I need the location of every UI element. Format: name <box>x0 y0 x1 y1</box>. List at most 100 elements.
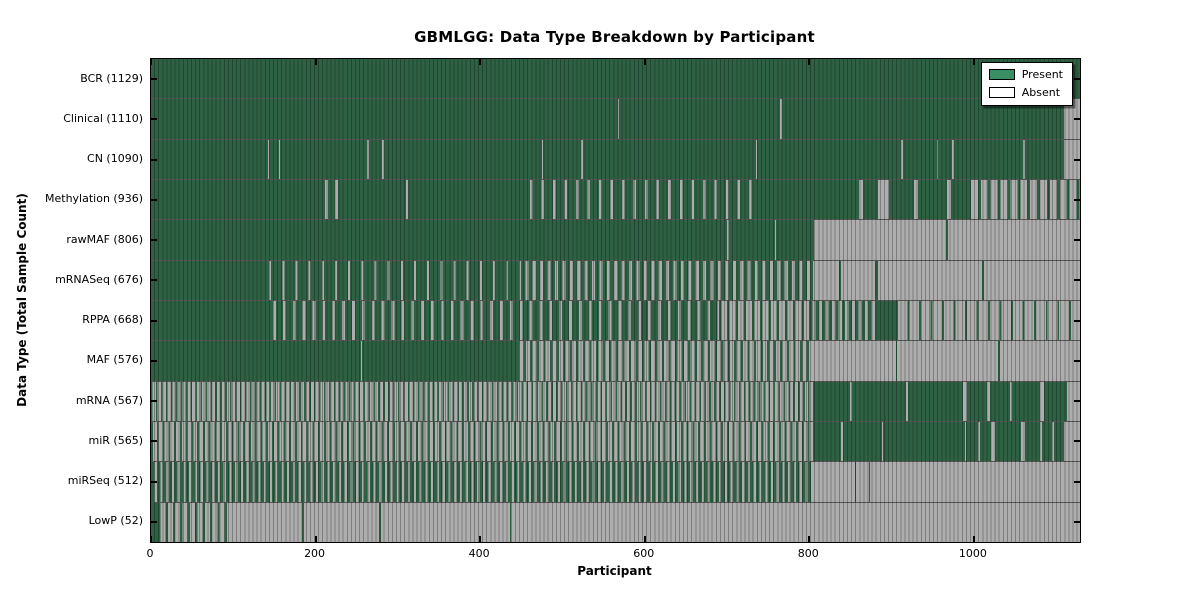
x-tick-label: 200 <box>304 547 326 560</box>
cell-segment <box>151 341 361 381</box>
cell-segment <box>151 462 814 502</box>
cell-segment <box>151 59 1080 99</box>
y-tick-label: miRSeq (512) <box>67 474 143 488</box>
cell-segment <box>151 421 814 462</box>
y-tick-mark <box>1074 158 1080 161</box>
cell-segment <box>617 99 620 139</box>
y-tick-label: Methylation (936) <box>45 192 143 206</box>
y-tick-label: LowP (52) <box>88 514 143 528</box>
cell-segment <box>278 139 281 179</box>
cell-segment <box>878 179 889 220</box>
cell-segment <box>840 421 843 462</box>
cell-segment <box>511 502 1080 542</box>
x-tick-mark <box>643 536 646 542</box>
chart-row-miRSeq <box>151 462 1080 503</box>
cell-segment <box>360 341 363 381</box>
cell-segment <box>995 421 1021 462</box>
cell-segment <box>383 139 542 179</box>
y-tick-mark <box>1074 359 1080 362</box>
cell-segment <box>883 421 965 462</box>
y-tick-label: RPPA (668) <box>82 313 143 327</box>
heatmap-rows <box>151 59 1080 542</box>
cell-segment <box>877 260 983 300</box>
cell-segment <box>897 341 999 381</box>
y-tick-mark <box>151 520 157 523</box>
y-tick-mark <box>151 359 157 362</box>
cell-segment <box>151 99 618 139</box>
cell-segment <box>813 260 839 300</box>
cell-segment <box>380 502 510 542</box>
legend: Present Absent <box>980 62 1073 106</box>
y-tick-mark <box>151 319 157 322</box>
y-tick-mark <box>1074 319 1080 322</box>
y-tick-mark <box>151 400 157 403</box>
cell-segment <box>858 179 863 220</box>
y-tick-mark <box>151 198 157 201</box>
y-tick-mark <box>1074 440 1080 443</box>
cell-segment <box>986 381 991 421</box>
cell-segment <box>759 179 859 220</box>
x-tick-labels: 0 200 400 600 800 1000 <box>0 547 1200 561</box>
legend-label-present: Present <box>1021 68 1063 81</box>
cell-segment <box>780 99 783 139</box>
cell-segment <box>151 139 268 179</box>
cell-segment <box>1042 421 1052 462</box>
y-tick-mark <box>151 78 157 81</box>
cell-segment <box>151 220 727 260</box>
cell-segment <box>266 300 719 341</box>
cell-segment <box>877 300 896 341</box>
cell-segment <box>813 462 855 502</box>
cell-segment <box>718 300 810 341</box>
cell-segment <box>517 341 810 381</box>
chart-row-LowP <box>151 502 1080 542</box>
x-tick-label: 800 <box>797 547 819 560</box>
cell-segment <box>728 220 775 260</box>
x-tick-mark <box>479 536 482 542</box>
chart-row-Clinical <box>151 99 1080 140</box>
cell-segment <box>984 260 1080 300</box>
y-tick-mark <box>151 158 157 161</box>
x-tick-label: 0 <box>146 547 154 560</box>
chart-row-miR <box>151 421 1080 463</box>
cell-segment <box>406 179 408 220</box>
cell-segment <box>151 381 814 421</box>
x-tick-mark <box>314 536 317 542</box>
cell-segment <box>917 179 948 220</box>
cell-segment <box>895 341 898 381</box>
cell-segment <box>509 502 512 542</box>
y-tick-label: BCR (1129) <box>80 71 143 85</box>
y-tick-label: mRNA (567) <box>75 393 143 407</box>
chart-row-rawMAF <box>151 220 1080 261</box>
y-tick-mark <box>1074 480 1080 483</box>
chart-row-RPPA <box>151 300 1080 342</box>
y-tick-labels: BCR (1129) Clinical (1110) CN (1090) Methyl… <box>0 58 143 541</box>
cell-segment <box>337 179 407 220</box>
legend-entry-absent: Absent <box>988 86 1063 99</box>
cell-segment <box>543 139 582 179</box>
cell-segment <box>998 341 1001 381</box>
x-tick-mark <box>643 59 646 65</box>
cell-segment <box>854 462 857 502</box>
cell-segment <box>813 381 851 421</box>
cell-segment <box>963 381 968 421</box>
y-tick-mark <box>1074 400 1080 403</box>
y-tick-mark <box>151 480 157 483</box>
cell-segment <box>335 179 338 220</box>
cell-segment <box>1064 139 1080 179</box>
cell-segment <box>407 179 522 220</box>
cell-segment <box>1000 341 1080 381</box>
chart-row-mRNASeq <box>151 260 1080 301</box>
cell-segment <box>304 502 379 542</box>
cell-segment <box>1064 421 1080 462</box>
chart-row-CN <box>151 139 1080 180</box>
cell-segment <box>1043 381 1067 421</box>
cell-segment <box>875 260 878 300</box>
cell-segment <box>521 179 760 220</box>
x-tick-mark <box>972 536 975 542</box>
cell-segment <box>776 220 815 260</box>
cell-segment <box>862 179 879 220</box>
cell-segment <box>280 139 368 179</box>
x-tick-mark <box>972 59 975 65</box>
cell-segment <box>257 260 522 300</box>
x-tick-mark <box>150 59 152 65</box>
